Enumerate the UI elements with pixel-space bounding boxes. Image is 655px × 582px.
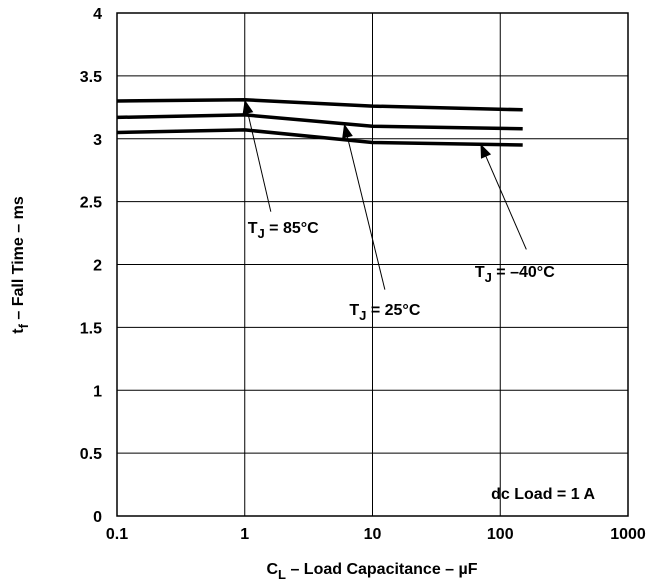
y-tick-label: 3 — [93, 132, 102, 149]
y-tick-label: 0.5 — [80, 446, 102, 463]
annotation-leaders — [242, 99, 527, 290]
series-lines — [116, 98, 523, 147]
series-line-0 — [116, 98, 523, 112]
y-tick-label: 2 — [93, 258, 102, 275]
y-tick-label: 3.5 — [80, 69, 102, 86]
annotation-label: TJ = 85°C — [248, 220, 319, 241]
annotation-label: TJ = –40°C — [475, 264, 555, 285]
grid — [117, 13, 628, 516]
series-line-1 — [116, 113, 523, 131]
y-tick-label: 0 — [93, 509, 102, 526]
x-axis-title: CL – Load Capacitance – µF — [266, 561, 477, 582]
x-tick-label: 1000 — [610, 526, 646, 543]
y-axis-title: tf – Fall Time – ms — [10, 196, 31, 334]
y-tick-label: 1 — [93, 383, 102, 400]
annotation-arrowhead — [242, 99, 254, 115]
annotation-leader — [244, 99, 272, 212]
y-tick-labels: 0 0.5 1 1.5 2 2.5 3 3.5 4 — [80, 6, 102, 526]
plot-frame — [116, 12, 629, 517]
x-tick-labels: 0.1 1 10 100 1000 — [106, 526, 646, 543]
annotation-leader — [480, 143, 527, 250]
annotation-arrowhead — [342, 123, 353, 139]
x-tick-label: 10 — [364, 526, 382, 543]
annotation-arrowhead — [480, 143, 492, 159]
annotation-labels: TJ = 85°C TJ = 25°C TJ = –40°C — [248, 220, 555, 323]
series-line-2 — [116, 128, 523, 147]
x-tick-label: 100 — [487, 526, 514, 543]
x-tick-label: 0.1 — [106, 526, 128, 543]
y-tick-label: 2.5 — [80, 195, 102, 212]
annotation-label: TJ = 25°C — [349, 302, 420, 323]
load-note: dc Load = 1 A — [491, 486, 595, 503]
y-tick-label: 4 — [93, 6, 102, 23]
annotation-leader — [343, 123, 386, 290]
y-tick-label: 1.5 — [80, 320, 102, 337]
x-tick-label: 1 — [240, 526, 249, 543]
